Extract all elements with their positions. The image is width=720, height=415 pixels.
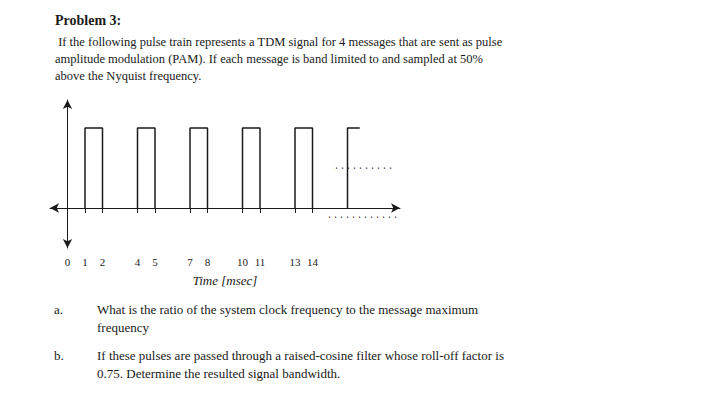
svg-text:0: 0 bbox=[65, 256, 71, 268]
svg-text:2: 2 bbox=[100, 256, 106, 268]
svg-text:7: 7 bbox=[187, 256, 193, 268]
svg-text:If the following pulse train r: If the following pulse train represents … bbox=[55, 35, 503, 49]
svg-text:above the Nyquist frequency.: above the Nyquist frequency. bbox=[55, 69, 201, 83]
svg-text:5: 5 bbox=[152, 256, 158, 268]
svg-text:11: 11 bbox=[255, 256, 266, 268]
svg-text:Time [msec]: Time [msec] bbox=[193, 273, 258, 288]
svg-text:1: 1 bbox=[82, 256, 88, 268]
svg-text:0.75. Determine the resulted s: 0.75. Determine the resulted signal band… bbox=[97, 366, 340, 381]
svg-text:14: 14 bbox=[307, 256, 319, 268]
svg-text:amplitude modulation (PAM). If: amplitude modulation (PAM). If each mess… bbox=[55, 52, 483, 66]
svg-text:a.: a. bbox=[54, 302, 63, 317]
svg-text:8: 8 bbox=[205, 256, 211, 268]
svg-text:Problem 3:: Problem 3: bbox=[55, 13, 121, 28]
svg-text:4: 4 bbox=[135, 256, 141, 268]
svg-text:What is the ratio of the syste: What is the ratio of the system clock fr… bbox=[97, 302, 478, 317]
svg-text:..........: .......... bbox=[334, 161, 394, 172]
svg-text:13: 13 bbox=[290, 256, 302, 268]
svg-text:If these pulses are passed thr: If these pulses are passed through a rai… bbox=[97, 348, 504, 363]
svg-text:10: 10 bbox=[237, 256, 249, 268]
svg-text:............: ............ bbox=[327, 210, 399, 221]
svg-text:b.: b. bbox=[54, 348, 64, 363]
svg-text:frequency: frequency bbox=[97, 320, 149, 335]
